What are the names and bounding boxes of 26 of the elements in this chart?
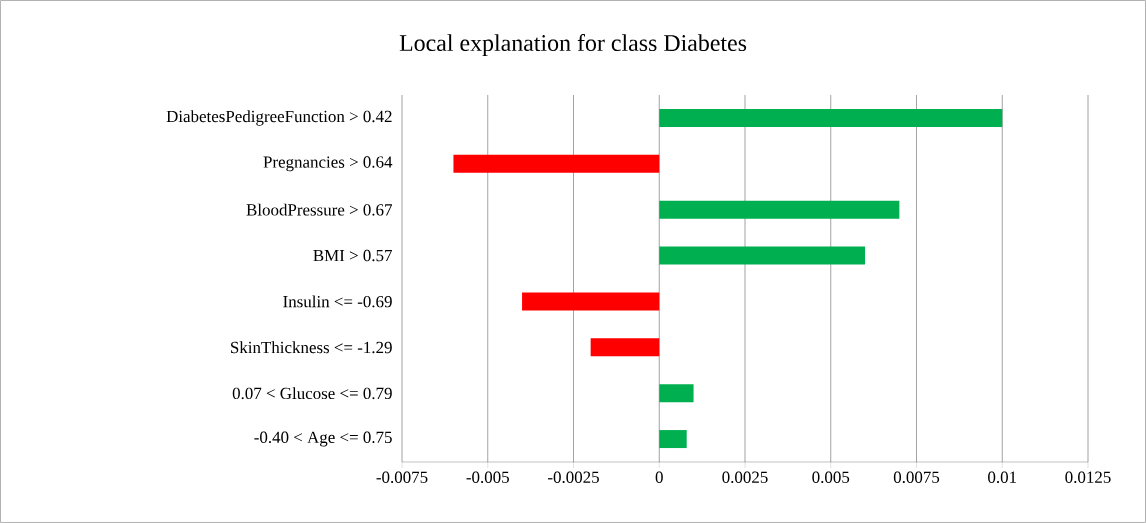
y-tick-label: SkinThickness <= -1.29 [231,341,392,354]
bar [453,154,660,173]
bar [659,430,687,449]
bar [590,338,660,357]
y-tick-label: DiabetesPedigreeFunction > 0.42 [166,110,392,126]
bar [659,246,866,265]
y-tick-label: 0.07 < Glucose <= 0.79 [232,387,392,400]
bar [659,108,1003,127]
y-tick-label: BloodPressure > 0.67 [246,203,392,216]
x-tick-label: 0.0025 [722,471,768,484]
y-tick-label: -0.40 < Age <= 0.75 [254,431,392,447]
x-tick-label: 0 [655,471,663,483]
x-tick-label: 0.01 [988,471,1017,484]
bar [659,200,900,219]
x-tick-label: 0.0075 [893,471,940,484]
x-tick-label: -0.005 [466,471,509,484]
y-tick-label: Pregnancies > 0.64 [263,156,393,172]
bar [659,384,694,403]
x-tick-label: 0.005 [812,471,850,484]
bar [522,292,660,311]
x-tick-label: 0.0125 [1065,471,1111,484]
y-tick-label: Insulin <= -0.69 [283,295,392,308]
y-tick-label: BMI > 0.57 [313,249,392,262]
chart-title: Local explanation for class Diabetes [399,34,747,56]
x-tick-label: -0.0075 [376,471,428,484]
x-tick-label: -0.0025 [548,471,599,484]
